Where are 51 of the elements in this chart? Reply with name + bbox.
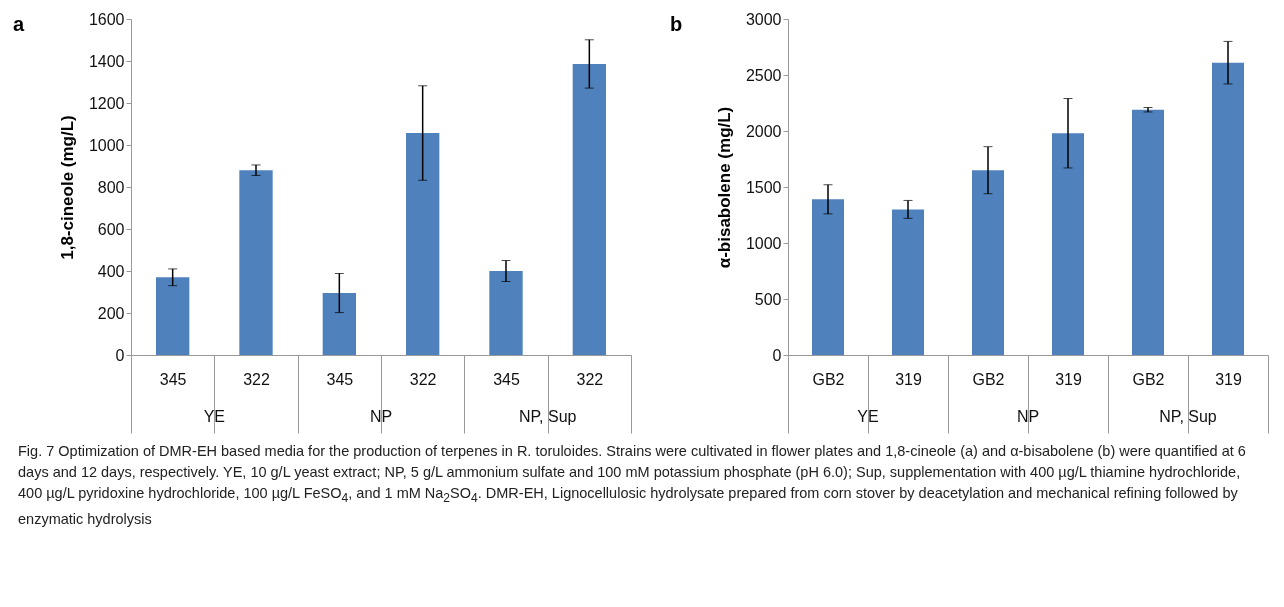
bar (892, 209, 924, 355)
y-tick-label: 1000 (745, 234, 782, 252)
bar (1132, 109, 1164, 355)
text: NP, Sup (518, 408, 577, 425)
x-tick-label: 345 (493, 370, 520, 388)
x-tick-label: 322 (409, 370, 437, 388)
y-tick-label: 1200 (88, 94, 125, 112)
chart-title: a (13, 13, 25, 35)
bar (322, 293, 356, 355)
text: NP (369, 408, 393, 425)
y-tick-label: 2000 (745, 122, 782, 140)
x-tick-label: 319 (895, 370, 922, 388)
bar (1052, 133, 1084, 355)
x-tick-label: GB2 (972, 370, 1005, 388)
y-tick-label: 1400 (88, 52, 125, 70)
x-tick-label: 319 (1215, 370, 1242, 388)
y-axis-title: α-bisabolene (mg/L) (714, 106, 734, 269)
x-tick-label: 322 (576, 370, 604, 388)
bar (812, 199, 844, 355)
bar (239, 170, 273, 355)
y-tick-label: 3000 (745, 10, 782, 28)
y-tick-label: 200 (97, 304, 125, 322)
chart-title: b (670, 13, 683, 35)
text: NP, Sup (1159, 408, 1217, 425)
bar (972, 170, 1004, 355)
bar (406, 133, 440, 355)
text: NP (1016, 408, 1040, 425)
x-tick-label: GB2 (1132, 370, 1165, 388)
y-tick-label: 0 (772, 346, 782, 364)
bar (156, 277, 190, 355)
y-tick-label: 1600 (88, 10, 125, 28)
x-tick-label: 322 (243, 370, 270, 388)
y-tick-label: 1500 (745, 178, 782, 196)
text: YE (857, 408, 879, 425)
x-tick-label: 345 (326, 370, 354, 388)
y-tick-label: 0 (115, 346, 125, 364)
y-tick-label: 800 (97, 178, 125, 196)
y-tick-label: 600 (97, 220, 125, 238)
text: Fig. 7 Optimization of DMR-EH based media for the production of terpenes in R. toruloides. Strains were cultivated in flower plates and 1,8-cineole (a) and α-bisabolene (b) were quantified at 6 days and 12 days, respectively. YE, 10 g/L yeast extract; NP, 5 g/L ammonium sulfate and 100 mM potassium phosphate (pH 6.0); Sup, supplementation with 400 µg/L thiamine hydrochloride, 400 µg/L pyridoxine hydrochloride, 100 µg/L FeSO$_{4}$, and 1 mM Na$_{2}$SO$_{4}$. DMR-EH, Lignocellulosic hydrolysate prepared from corn stover by deacetylation and mechanical refining followed by enzymatic hydrolysis (18, 443, 1246, 527)
y-tick-label: 500 (754, 290, 782, 308)
bar (572, 63, 606, 355)
x-tick-label: 345 (159, 370, 187, 388)
y-tick-label: 400 (97, 262, 125, 280)
x-tick-label: 319 (1055, 370, 1082, 388)
x-tick-label: GB2 (812, 370, 845, 388)
y-tick-label: 1000 (88, 136, 125, 154)
bar (1212, 62, 1244, 355)
bar (489, 271, 523, 355)
y-axis-title: 1,8-cineole (mg/L) (57, 115, 77, 260)
y-tick-label: 2500 (745, 66, 782, 84)
text: YE (203, 408, 226, 425)
